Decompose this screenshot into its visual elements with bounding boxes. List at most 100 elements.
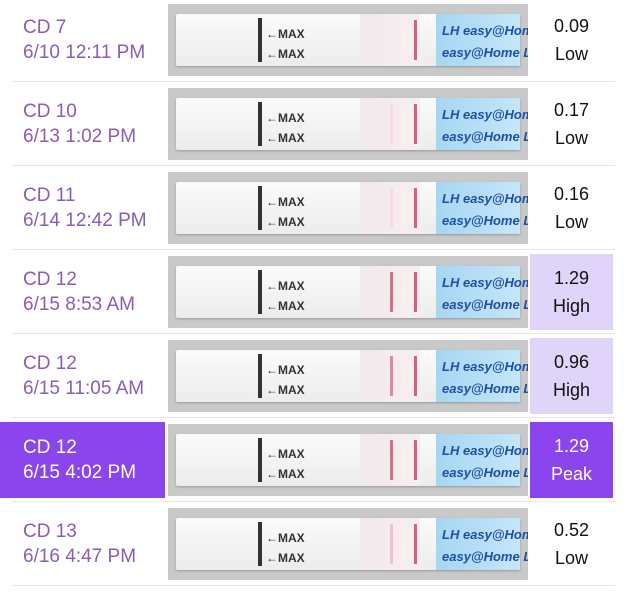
test-strip-photo[interactable]: ←MAX ←MAX LH easy@Home LH easy@Home LH xyxy=(168,4,528,76)
strip-handle-line xyxy=(258,438,262,482)
brand-print: LH easy@Home LH easy@Home LH xyxy=(442,188,528,232)
test-strip-photo[interactable]: ←MAX ←MAX LH easy@Home LH easy@Home LH xyxy=(168,88,528,160)
brand-text: LH easy@Home LH xyxy=(442,191,528,206)
row-label: CD 10 6/13 1:02 PM xyxy=(0,86,165,162)
test-line xyxy=(390,104,393,144)
strip-paper: ←MAX ←MAX LH easy@Home LH easy@Home LH xyxy=(176,518,528,570)
lh-level: Low xyxy=(554,44,589,64)
test-datetime: 6/16 4:47 PM xyxy=(23,546,137,567)
row-label: CD 12 6/15 8:53 AM xyxy=(0,254,165,330)
max-marks: ←MAX ←MAX xyxy=(266,276,305,316)
result-window xyxy=(360,14,420,66)
control-line xyxy=(414,440,417,480)
result-badge: 0.16 Low xyxy=(530,170,613,246)
test-line xyxy=(390,188,393,228)
strip-paper: ←MAX ←MAX LH easy@Home LH easy@Home LH xyxy=(176,350,528,402)
brand-text: LH easy@Home LH xyxy=(442,107,528,122)
max-mark: ←MAX xyxy=(266,279,305,293)
row-divider xyxy=(12,333,615,334)
strip-brand-area: LH easy@Home LH easy@Home LH xyxy=(436,14,528,66)
cycle-day: CD 12 xyxy=(23,437,77,458)
test-strip-photo[interactable]: ←MAX ←MAX LH easy@Home LH easy@Home LH xyxy=(168,340,528,412)
lh-value: 0.96 xyxy=(553,352,590,372)
test-strip-photo[interactable]: ←MAX ←MAX LH easy@Home LH easy@Home LH xyxy=(168,256,528,328)
brand-text: LH easy@Home LH xyxy=(442,23,528,38)
test-datetime: 6/15 4:02 PM xyxy=(23,462,137,483)
max-mark: ←MAX xyxy=(266,131,305,145)
max-marks: ←MAX ←MAX xyxy=(266,360,305,400)
cycle-day: CD 11 xyxy=(23,185,76,206)
lh-value: 1.29 xyxy=(553,268,590,288)
control-line xyxy=(414,272,417,312)
result-row[interactable]: CD 12 6/15 11:05 AM ←MAX ←MAX LH easy@Ho… xyxy=(0,336,627,418)
row-label: CD 12 6/15 11:05 AM xyxy=(0,338,165,414)
result-row[interactable]: CD 12 6/15 4:02 PM ←MAX ←MAX LH easy@Hom… xyxy=(0,420,627,502)
max-mark: ←MAX xyxy=(266,383,305,397)
lh-value: 0.16 xyxy=(553,184,590,204)
strip-handle-line xyxy=(258,270,262,314)
strip-paper: ←MAX ←MAX LH easy@Home LH easy@Home LH xyxy=(176,98,528,150)
max-marks: ←MAX ←MAX xyxy=(266,528,305,568)
result-window xyxy=(360,182,420,234)
lh-value: 0.17 xyxy=(553,100,590,120)
max-mark: ←MAX xyxy=(266,447,305,461)
brand-text: easy@Home LH xyxy=(442,381,528,396)
brand-text: easy@Home LH xyxy=(442,465,528,480)
brand-text: LH easy@Home LH xyxy=(442,275,528,290)
test-line xyxy=(390,524,393,564)
max-mark: ←MAX xyxy=(266,195,305,209)
brand-print: LH easy@Home LH easy@Home LH xyxy=(442,272,528,316)
brand-text: easy@Home LH xyxy=(442,549,528,564)
control-line xyxy=(414,356,417,396)
lh-value: 1.29 xyxy=(553,436,590,456)
result-badge: 1.29 Peak xyxy=(530,422,613,498)
test-strip-photo[interactable]: ←MAX ←MAX LH easy@Home LH easy@Home LH xyxy=(168,424,528,496)
test-strip-photo[interactable]: ←MAX ←MAX LH easy@Home LH easy@Home LH xyxy=(168,508,528,580)
strip-brand-area: LH easy@Home LH easy@Home LH xyxy=(436,182,528,234)
strip-brand-area: LH easy@Home LH easy@Home LH xyxy=(436,518,528,570)
control-line xyxy=(414,20,417,60)
brand-text: easy@Home LH xyxy=(442,129,528,144)
test-strip-photo[interactable]: ←MAX ←MAX LH easy@Home LH easy@Home LH xyxy=(168,172,528,244)
result-row[interactable]: CD 7 6/10 12:11 PM ←MAX ←MAX LH easy@Hom… xyxy=(0,0,627,82)
brand-text: easy@Home LH xyxy=(442,45,528,60)
row-label: CD 11 6/14 12:42 PM xyxy=(0,170,165,246)
result-row[interactable]: CD 12 6/15 8:53 AM ←MAX ←MAX LH easy@Hom… xyxy=(0,252,627,334)
max-mark: ←MAX xyxy=(266,531,305,545)
max-mark: ←MAX xyxy=(266,299,305,313)
test-line xyxy=(390,356,393,396)
cycle-day: CD 12 xyxy=(23,353,77,374)
brand-print: LH easy@Home LH easy@Home LH xyxy=(442,524,528,568)
strip-handle-line xyxy=(258,354,262,398)
lh-level: Low xyxy=(554,548,589,568)
strip-paper: ←MAX ←MAX LH easy@Home LH easy@Home LH xyxy=(176,182,528,234)
strip-brand-area: LH easy@Home LH easy@Home LH xyxy=(436,434,528,486)
result-row[interactable]: CD 11 6/14 12:42 PM ←MAX ←MAX LH easy@Ho… xyxy=(0,168,627,250)
test-datetime: 6/14 12:42 PM xyxy=(23,210,147,231)
brand-print: LH easy@Home LH easy@Home LH xyxy=(442,440,528,484)
row-divider xyxy=(12,501,615,502)
row-label: CD 13 6/16 4:47 PM xyxy=(0,506,165,582)
lh-value: 0.52 xyxy=(553,520,590,540)
brand-print: LH easy@Home LH easy@Home LH xyxy=(442,104,528,148)
max-mark: ←MAX xyxy=(266,111,305,125)
cycle-day: CD 12 xyxy=(23,269,77,290)
brand-print: LH easy@Home LH easy@Home LH xyxy=(442,20,528,64)
row-divider xyxy=(12,417,615,418)
strip-brand-area: LH easy@Home LH easy@Home LH xyxy=(436,350,528,402)
result-row[interactable]: CD 10 6/13 1:02 PM ←MAX ←MAX LH easy@Hom… xyxy=(0,84,627,166)
max-mark: ←MAX xyxy=(266,467,305,481)
lh-level: High xyxy=(552,380,591,400)
cycle-day: CD 10 xyxy=(23,101,77,122)
result-row[interactable]: CD 13 6/16 4:47 PM ←MAX ←MAX LH easy@Hom… xyxy=(0,504,627,586)
lh-level: Low xyxy=(554,128,589,148)
strip-brand-area: LH easy@Home LH easy@Home LH xyxy=(436,266,528,318)
strip-handle-line xyxy=(258,102,262,146)
brand-text: easy@Home LH xyxy=(442,297,528,312)
control-line xyxy=(414,104,417,144)
result-badge: 0.17 Low xyxy=(530,86,613,162)
result-badge: 0.09 Low xyxy=(530,2,613,78)
strip-paper: ←MAX ←MAX LH easy@Home LH easy@Home LH xyxy=(176,266,528,318)
max-mark: ←MAX xyxy=(266,551,305,565)
